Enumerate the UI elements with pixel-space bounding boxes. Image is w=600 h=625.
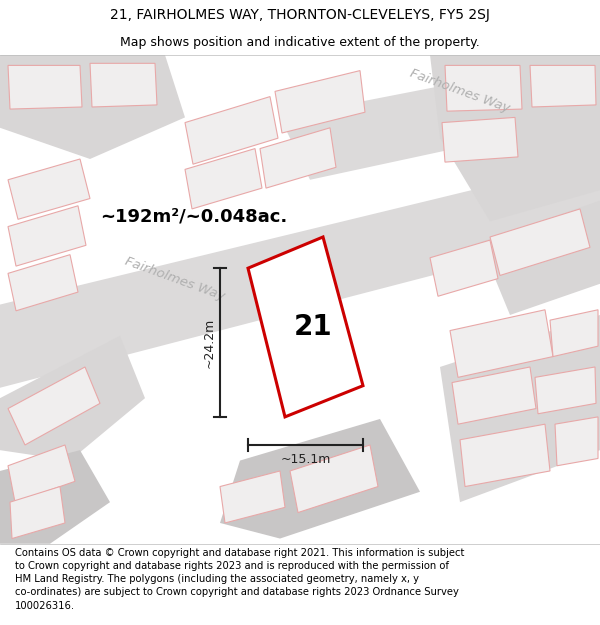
Polygon shape: [10, 486, 65, 539]
Polygon shape: [90, 63, 157, 107]
Text: Fairholmes Way: Fairholmes Way: [123, 254, 227, 302]
Polygon shape: [220, 419, 420, 539]
Polygon shape: [290, 445, 378, 512]
Polygon shape: [8, 159, 90, 219]
Polygon shape: [480, 201, 600, 315]
Polygon shape: [275, 71, 365, 133]
Polygon shape: [535, 367, 596, 414]
Polygon shape: [8, 367, 100, 445]
Polygon shape: [185, 149, 262, 209]
Polygon shape: [445, 66, 522, 111]
Polygon shape: [450, 310, 553, 378]
Text: Contains OS data © Crown copyright and database right 2021. This information is : Contains OS data © Crown copyright and d…: [15, 548, 464, 611]
Polygon shape: [0, 336, 145, 461]
Polygon shape: [0, 159, 600, 388]
Polygon shape: [452, 367, 536, 424]
Polygon shape: [440, 315, 600, 502]
Polygon shape: [442, 118, 518, 162]
Polygon shape: [8, 66, 82, 109]
Polygon shape: [430, 55, 600, 221]
Polygon shape: [260, 127, 336, 188]
Polygon shape: [0, 55, 185, 159]
Polygon shape: [490, 209, 590, 276]
Polygon shape: [430, 240, 498, 296]
Text: Fairholmes Way: Fairholmes Way: [408, 68, 512, 116]
Polygon shape: [220, 471, 285, 523]
Polygon shape: [185, 97, 278, 164]
Polygon shape: [8, 254, 78, 311]
Text: ~24.2m: ~24.2m: [203, 318, 216, 368]
Polygon shape: [555, 417, 598, 466]
Text: ~15.1m: ~15.1m: [280, 453, 331, 466]
Polygon shape: [280, 55, 600, 180]
Polygon shape: [8, 206, 86, 266]
Text: Map shows position and indicative extent of the property.: Map shows position and indicative extent…: [120, 36, 480, 49]
Polygon shape: [460, 424, 550, 486]
Text: ~192m²/~0.048ac.: ~192m²/~0.048ac.: [100, 207, 287, 225]
Polygon shape: [530, 66, 596, 107]
Text: 21, FAIRHOLMES WAY, THORNTON-CLEVELEYS, FY5 2SJ: 21, FAIRHOLMES WAY, THORNTON-CLEVELEYS, …: [110, 8, 490, 22]
Polygon shape: [8, 445, 75, 502]
Text: 21: 21: [293, 313, 332, 341]
Polygon shape: [248, 237, 363, 417]
Polygon shape: [550, 310, 598, 357]
Polygon shape: [0, 450, 110, 544]
